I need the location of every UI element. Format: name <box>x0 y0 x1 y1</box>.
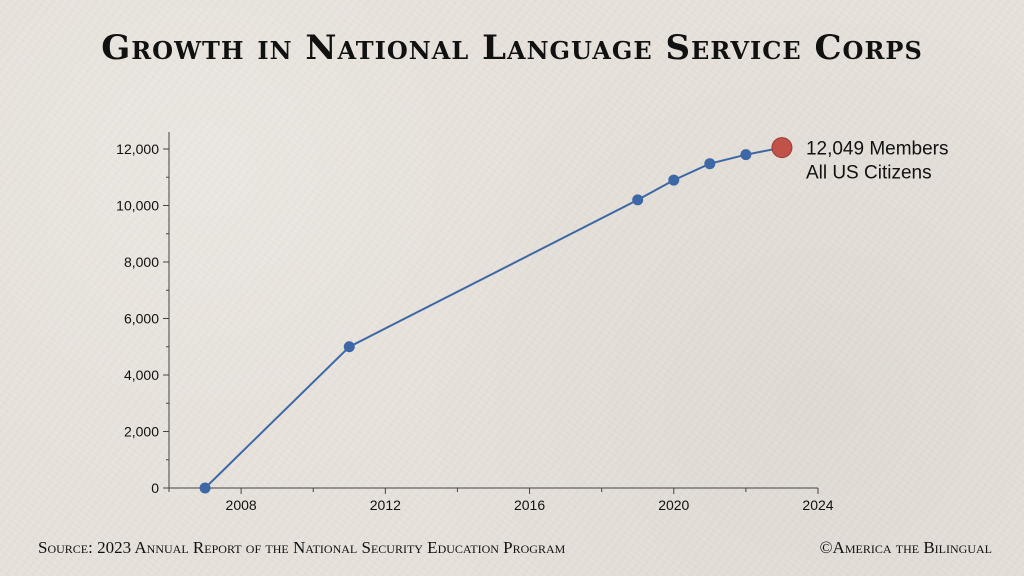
y-tick-label: 0 <box>151 480 159 496</box>
data-point <box>740 149 752 161</box>
data-point <box>199 482 211 494</box>
copyright-note: ©America the Bilingual <box>819 538 992 557</box>
y-tick-label: 12,000 <box>116 141 159 157</box>
highlight-point <box>771 137 793 159</box>
x-tick-label: 2016 <box>514 497 545 513</box>
x-tick-label: 2008 <box>226 497 257 513</box>
y-tick-label: 6,000 <box>124 311 159 327</box>
data-point <box>632 194 644 206</box>
y-tick-label: 10,000 <box>116 198 159 214</box>
annotation-text: 12,049 Members <box>806 139 949 160</box>
y-tick-label: 2,000 <box>124 424 159 440</box>
x-tick-label: 2012 <box>370 497 401 513</box>
y-tick-label: 8,000 <box>124 254 159 270</box>
chart-title: Growth in National Language Service Corp… <box>101 28 923 68</box>
data-point <box>668 174 680 186</box>
source-note: Source: 2023 Annual Report of the Nation… <box>38 538 566 557</box>
x-tick-label: 2024 <box>802 497 833 513</box>
data-point <box>343 341 355 353</box>
x-tick-label: 2020 <box>658 497 689 513</box>
annotation-text: All US Citizens <box>806 163 932 184</box>
series-line <box>204 146 783 489</box>
y-tick-label: 4,000 <box>124 367 159 383</box>
data-point <box>704 158 716 170</box>
